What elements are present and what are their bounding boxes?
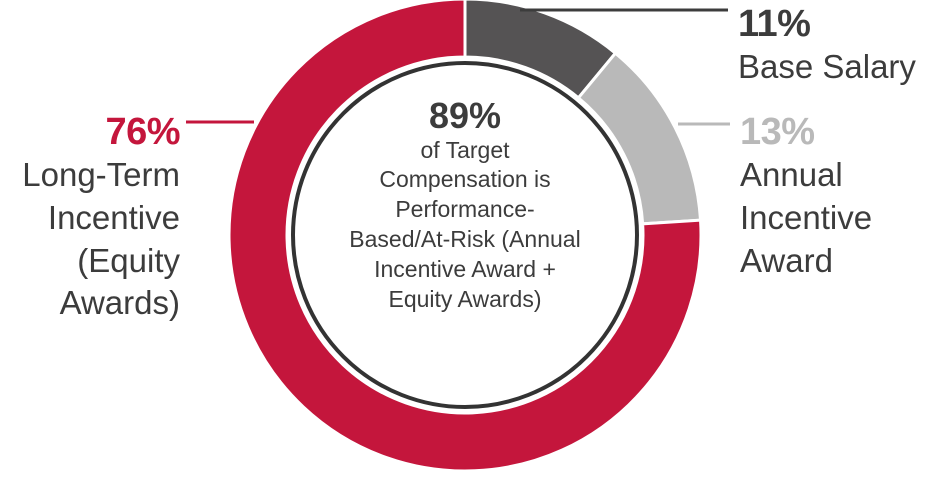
annual-incentive-name: Annual Incentive Award <box>740 155 873 279</box>
center-description: of Target Compensation is Performance- B… <box>349 136 581 313</box>
long-term-incentive-percent: 76% <box>105 111 180 153</box>
base-salary-label: 11% Base Salary <box>738 3 916 89</box>
base-salary-percent: 11% <box>738 3 811 45</box>
center-percent: 89% <box>428 95 502 136</box>
center-summary: 89% of Target Compensation is Performanc… <box>305 96 625 315</box>
long-term-incentive-label: 76% Long-Term Incentive (Equity Awards) <box>22 111 180 325</box>
base-salary-name: Base Salary <box>738 47 916 85</box>
donut-slices <box>227 0 703 473</box>
leader-lines <box>186 8 730 126</box>
donut-slice-long-term-incentive-equity-awards <box>227 0 703 473</box>
annual-incentive-label: 13% Annual Incentive Award <box>740 111 873 282</box>
long-term-incentive-name: Long-Term Incentive (Equity Awards) <box>22 155 180 322</box>
annual-incentive-percent: 13% <box>740 111 815 153</box>
performance-based-inner-ring <box>291 61 639 409</box>
